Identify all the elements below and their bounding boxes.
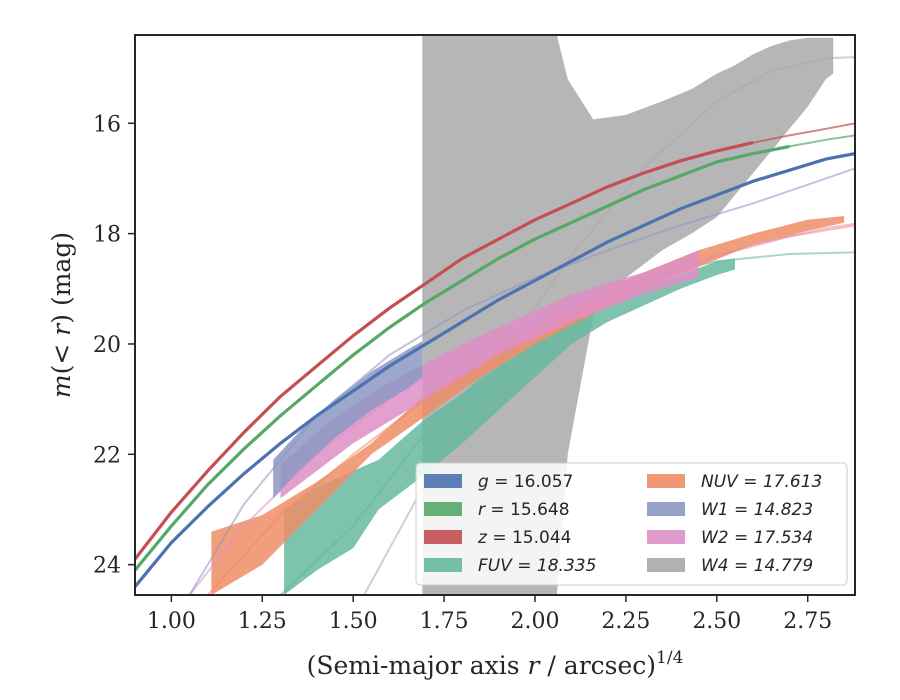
x-tick-label: 2.00 <box>511 609 560 634</box>
legend-label-nuv: NUV = 17.613 <box>701 472 822 492</box>
legend-swatch-fuv <box>424 558 462 572</box>
profile-line-r <box>135 144 790 572</box>
x-tick-label: 2.50 <box>692 609 741 634</box>
y-axis-label-prefix: (< <box>47 336 76 375</box>
x-axis-label-var: r <box>528 651 542 680</box>
y-axis-label: m(< r) (mag) <box>47 232 76 398</box>
x-tick-label: 2.25 <box>601 609 650 634</box>
band-fuv <box>284 258 735 595</box>
legend-swatch-nuv <box>647 474 685 488</box>
legend-frame <box>415 462 848 586</box>
legend-swatch-g <box>424 474 462 488</box>
x-tick-label: 1.75 <box>420 609 469 634</box>
x-tick-label: 1.25 <box>238 609 287 634</box>
band-w2 <box>280 250 699 499</box>
y-tick-label: 24 <box>93 554 121 579</box>
x-axis-label: (Semi-major axis r / arcsec)1/4 <box>307 648 684 680</box>
legend: g = 16.057 r = 15.648 z = 15.044 FUV = 18.3… <box>415 462 848 586</box>
profile-line-g <box>135 152 855 588</box>
y-tick-label: 18 <box>93 223 121 248</box>
x-axis-label-unit: / arcsec) <box>539 651 656 680</box>
x-tick-label: 1.50 <box>329 609 378 634</box>
legend-swatch-r <box>424 502 462 516</box>
band-w4 <box>422 35 834 595</box>
y-tick-label: 22 <box>93 443 121 468</box>
y-tick-label: 20 <box>93 333 121 358</box>
model-curve-w1 <box>188 167 855 595</box>
legend-label-w4: W4 = 14.779 <box>701 556 813 576</box>
legend-label-g: g = 16.057 <box>478 472 573 492</box>
x-tick-label: 2.75 <box>783 609 832 634</box>
legend-swatch-w4 <box>647 558 685 572</box>
legend-swatch-w2 <box>647 530 685 544</box>
plot-frame <box>134 34 856 596</box>
legend-swatch-w1 <box>647 502 685 516</box>
legend-swatch-z <box>424 530 462 544</box>
data-layer <box>135 35 855 595</box>
legend-label-z: z = 15.044 <box>477 528 571 548</box>
x-axis-label-exponent: 1/4 <box>656 648 683 668</box>
y-axis-label-m: m <box>47 374 76 398</box>
x-axis-label-main: (Semi-major axis <box>307 651 528 680</box>
legend-label-fuv: FUV = 18.335 <box>478 556 596 576</box>
x-tick-label: 1.00 <box>147 609 196 634</box>
profile-line-z <box>135 141 754 561</box>
legend-label-w1: W1 = 14.823 <box>701 500 813 520</box>
tick-layer: 1.00 1.25 1.50 1.75 2.00 2.25 2.50 2.75 16 18 20 22… <box>93 112 832 634</box>
model-curve-w2 <box>188 222 855 595</box>
legend-label-w2: W2 = 17.534 <box>701 528 813 548</box>
y-axis-label-var: r <box>47 322 76 336</box>
y-tick-label: 16 <box>93 112 121 137</box>
y-axis-label-suffix: ) (mag) <box>47 232 76 324</box>
legend-label-r: r = 15.648 <box>478 500 570 520</box>
band-w1 <box>273 341 423 499</box>
